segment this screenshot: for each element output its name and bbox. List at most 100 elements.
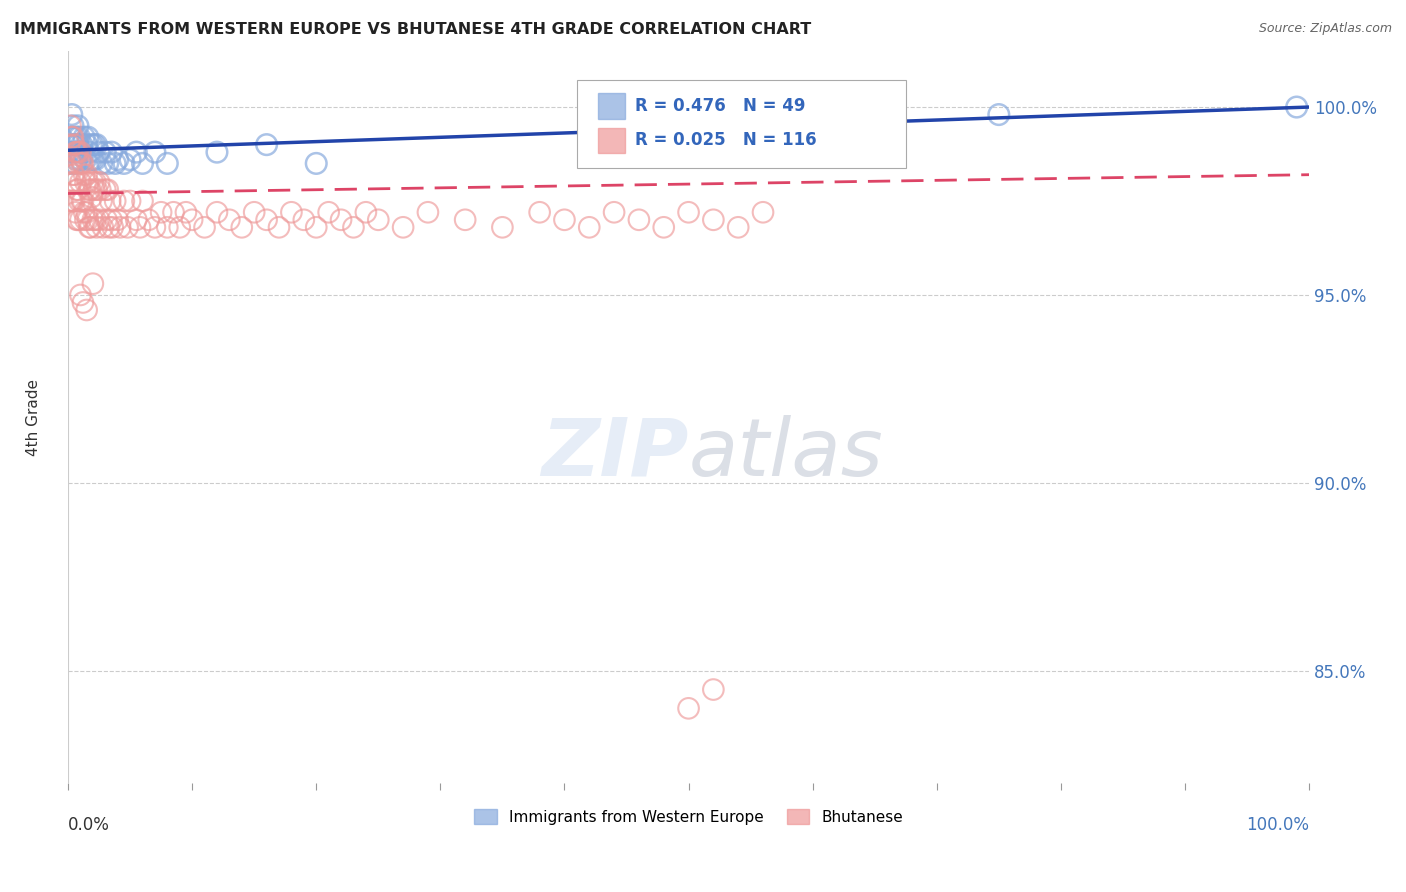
Point xyxy=(65,137,87,152)
FancyBboxPatch shape xyxy=(598,128,626,153)
Point xyxy=(63,145,86,160)
Point xyxy=(117,220,139,235)
Point xyxy=(69,153,91,167)
Point xyxy=(87,212,110,227)
Point xyxy=(91,220,114,235)
Point xyxy=(76,303,98,318)
Point xyxy=(62,168,84,182)
Point xyxy=(79,153,101,167)
Point xyxy=(67,130,90,145)
Point xyxy=(76,205,98,219)
Point xyxy=(256,212,278,227)
Point xyxy=(66,130,89,145)
Point xyxy=(678,701,700,715)
Point xyxy=(330,212,353,227)
Point xyxy=(454,212,477,227)
Point xyxy=(66,183,89,197)
Point xyxy=(578,220,600,235)
Point xyxy=(98,220,121,235)
Point xyxy=(60,194,83,208)
Point xyxy=(292,212,315,227)
Point xyxy=(90,194,112,208)
Point xyxy=(150,205,173,219)
Point xyxy=(90,156,112,170)
Point xyxy=(98,194,121,208)
Point xyxy=(63,168,86,182)
Point xyxy=(156,156,179,170)
Point xyxy=(75,153,97,167)
Point xyxy=(82,175,104,189)
Point xyxy=(125,212,148,227)
Point xyxy=(79,220,101,235)
Point xyxy=(112,194,135,208)
Point xyxy=(62,119,84,133)
Point xyxy=(63,194,86,208)
Point xyxy=(678,205,700,219)
Point xyxy=(174,205,197,219)
Point xyxy=(143,145,166,160)
Point xyxy=(100,212,122,227)
Point xyxy=(77,175,100,189)
Point xyxy=(73,168,96,182)
Point xyxy=(80,190,103,204)
Point xyxy=(318,205,340,219)
Point xyxy=(75,175,97,189)
Point xyxy=(72,194,94,208)
Point xyxy=(86,183,108,197)
Point xyxy=(143,220,166,235)
Point xyxy=(181,212,204,227)
Point xyxy=(66,145,89,160)
Point xyxy=(553,212,575,227)
Point xyxy=(131,156,153,170)
Point xyxy=(58,145,80,160)
Point xyxy=(987,107,1010,121)
Point xyxy=(104,156,127,170)
Point xyxy=(77,130,100,145)
Point xyxy=(66,145,89,160)
Point xyxy=(89,183,111,197)
Point xyxy=(80,137,103,152)
Point xyxy=(97,183,120,197)
Point xyxy=(65,175,87,189)
Point xyxy=(65,205,87,219)
Point xyxy=(66,212,89,227)
Point xyxy=(72,145,94,160)
Point xyxy=(108,220,131,235)
Point xyxy=(205,205,228,219)
Text: 0.0%: 0.0% xyxy=(67,816,110,835)
Point xyxy=(107,153,129,167)
Point xyxy=(1285,100,1308,114)
Point xyxy=(96,212,118,227)
Point xyxy=(76,137,98,152)
Point xyxy=(392,220,415,235)
Point xyxy=(305,156,328,170)
Point xyxy=(112,156,135,170)
Point xyxy=(69,212,91,227)
Point xyxy=(60,107,83,121)
Point xyxy=(77,183,100,197)
Point xyxy=(70,194,93,208)
Point xyxy=(101,220,124,235)
Text: R = 0.476   N = 49: R = 0.476 N = 49 xyxy=(636,96,806,115)
Point xyxy=(66,183,89,197)
Point xyxy=(83,137,105,152)
Point xyxy=(94,145,117,160)
Point xyxy=(243,205,266,219)
FancyBboxPatch shape xyxy=(598,93,626,119)
Point xyxy=(702,682,724,697)
Point xyxy=(100,145,122,160)
Point xyxy=(342,220,364,235)
Text: 4th Grade: 4th Grade xyxy=(25,378,41,456)
Point xyxy=(70,137,93,152)
Point xyxy=(267,220,290,235)
Point xyxy=(82,277,104,291)
Point xyxy=(79,183,101,197)
Point xyxy=(86,220,108,235)
Point xyxy=(231,220,253,235)
Point xyxy=(86,137,108,152)
Point xyxy=(652,220,675,235)
Point xyxy=(66,153,89,167)
Point xyxy=(752,205,775,219)
Text: 100.0%: 100.0% xyxy=(1246,816,1309,835)
Text: atlas: atlas xyxy=(689,415,883,492)
